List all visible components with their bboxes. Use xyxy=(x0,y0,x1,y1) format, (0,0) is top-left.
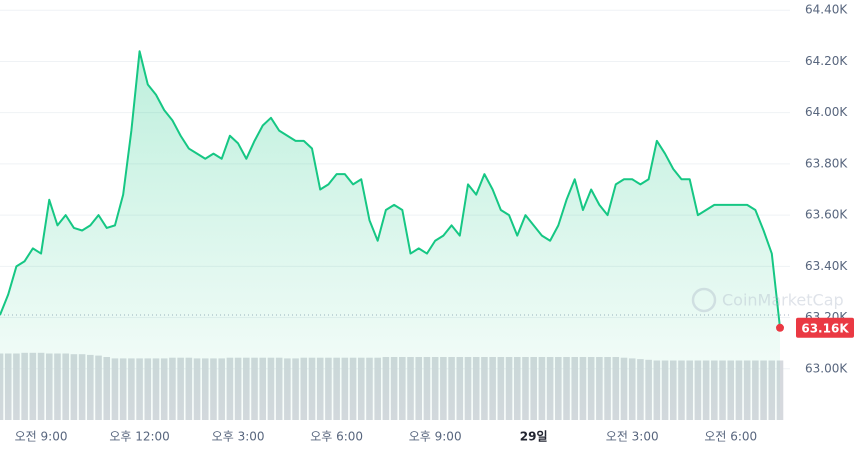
watermark: CoinMarketCap xyxy=(691,287,844,313)
plot xyxy=(0,50,784,420)
last-price-label: 63.16K xyxy=(801,321,849,335)
x-tick-label: 오후 6:00 xyxy=(310,430,363,444)
price-line xyxy=(0,50,781,328)
x-tick-label: 오후 9:00 xyxy=(409,430,462,444)
watermark-text: CoinMarketCap xyxy=(722,291,844,310)
y-tick-label: 63.60K xyxy=(805,208,848,222)
y-tick-label: 64.40K xyxy=(805,3,848,17)
y-tick-label: 64.00K xyxy=(805,105,848,119)
watermark-logo xyxy=(691,287,717,313)
axes: 64.40K64.20K64.00K63.80K63.60K63.40K63.2… xyxy=(15,3,854,444)
y-tick-label: 63.40K xyxy=(805,259,848,273)
x-tick-label: 오전 9:00 xyxy=(15,430,68,444)
y-tick-label: 63.00K xyxy=(805,361,848,375)
y-tick-label: 64.20K xyxy=(805,54,848,68)
y-tick-label: 63.80K xyxy=(805,156,848,170)
last-price-box xyxy=(796,317,854,338)
x-tick-label: 29일 xyxy=(520,430,548,444)
last-point xyxy=(776,323,784,332)
x-tick-label: 오전 3:00 xyxy=(606,430,659,444)
x-tick-label: 오후 12:00 xyxy=(109,430,169,444)
area xyxy=(0,51,780,420)
x-tick-label: 오전 6:00 xyxy=(704,430,757,444)
x-tick-label: 오후 3:00 xyxy=(212,430,265,444)
